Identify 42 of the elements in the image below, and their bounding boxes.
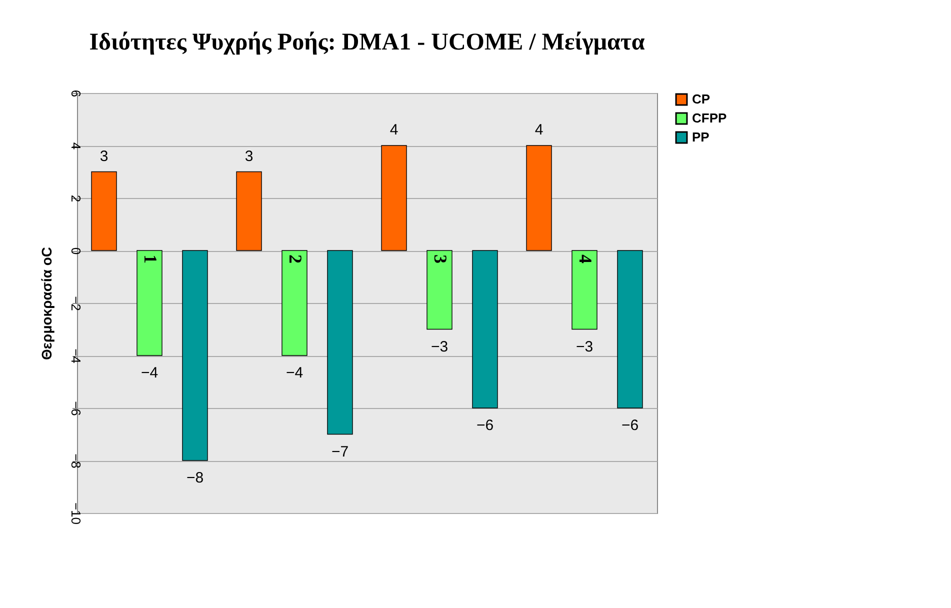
legend-label: CP: [692, 92, 710, 106]
y-tick-label: −4: [68, 348, 84, 364]
bar: [526, 145, 552, 251]
bar: [572, 250, 598, 330]
legend-label: PP: [692, 130, 710, 144]
data-label: −4: [140, 364, 158, 382]
bar: [182, 250, 208, 461]
data-label: −6: [621, 417, 639, 434]
y-tick-label: −6: [68, 401, 84, 416]
y-tick-label: 2: [68, 194, 84, 202]
data-label: −4: [286, 364, 304, 382]
bar: [282, 250, 308, 356]
data-label: 4: [390, 122, 398, 138]
bar: [426, 250, 452, 330]
data-label: −7: [331, 443, 349, 460]
x-tick-label: 2: [286, 254, 306, 264]
x-tick-label: 1: [140, 254, 160, 264]
x-tick-label: 3: [430, 254, 450, 264]
data-label: 4: [534, 122, 544, 138]
y-tick-label: 0: [68, 247, 84, 255]
legend-label: CFPP: [692, 110, 727, 126]
y-tick-label: −10: [68, 502, 84, 525]
y-tick-label: 6: [68, 90, 84, 98]
bar: [327, 250, 353, 435]
chart-title: Ιδιότητες Ψυχρής Ροής: DMA1 - UCOME / Μείγματα: [89, 29, 646, 56]
data-label: −3: [576, 338, 594, 356]
y-tick-label: −2: [68, 296, 84, 311]
bar: [381, 145, 407, 251]
x-tick-label: 4: [576, 254, 596, 264]
bar: [91, 171, 117, 251]
data-label: 3: [244, 148, 254, 165]
y-tick-label: −8: [68, 454, 84, 468]
y-axis-title: Θερμοκρασία oC: [38, 246, 54, 360]
y-tick-label: 4: [68, 142, 84, 150]
data-label: 3: [100, 148, 108, 165]
bar: [236, 171, 262, 251]
bar: [136, 250, 162, 356]
bar: [472, 250, 498, 408]
bar: [617, 250, 643, 408]
data-label: −8: [186, 470, 204, 486]
data-label: −6: [476, 417, 494, 434]
data-label: −3: [430, 338, 448, 356]
